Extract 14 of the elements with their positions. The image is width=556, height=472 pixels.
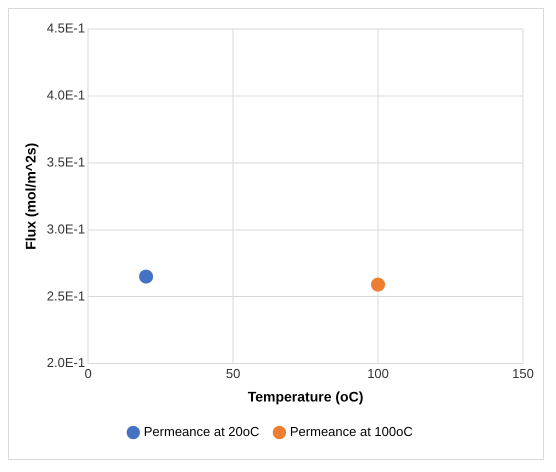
y-tick-label: 4.5E-1 — [46, 20, 86, 36]
legend-label: Permeance at 20oC — [144, 424, 260, 440]
y-tick-label: 3.0E-1 — [46, 221, 86, 236]
y-tick-label: 2.5E-1 — [46, 288, 86, 304]
x-axis-title: Temperature (oC) — [248, 388, 364, 404]
x-tick-label: 0 — [84, 366, 92, 381]
y-tick-label: 2.0E-1 — [46, 355, 86, 370]
legend-label: Permeance at 100oC — [290, 424, 413, 440]
y-tick-label: 4.0E-1 — [46, 88, 86, 102]
x-tick-label: 100 — [367, 366, 389, 381]
y-axis-title: Flux (mol/m^2s) — [22, 142, 38, 250]
x-tick-label: 50 — [226, 366, 240, 381]
y-tick-label: 3.5E-1 — [46, 154, 86, 170]
x-tick-label: 150 — [512, 366, 534, 381]
